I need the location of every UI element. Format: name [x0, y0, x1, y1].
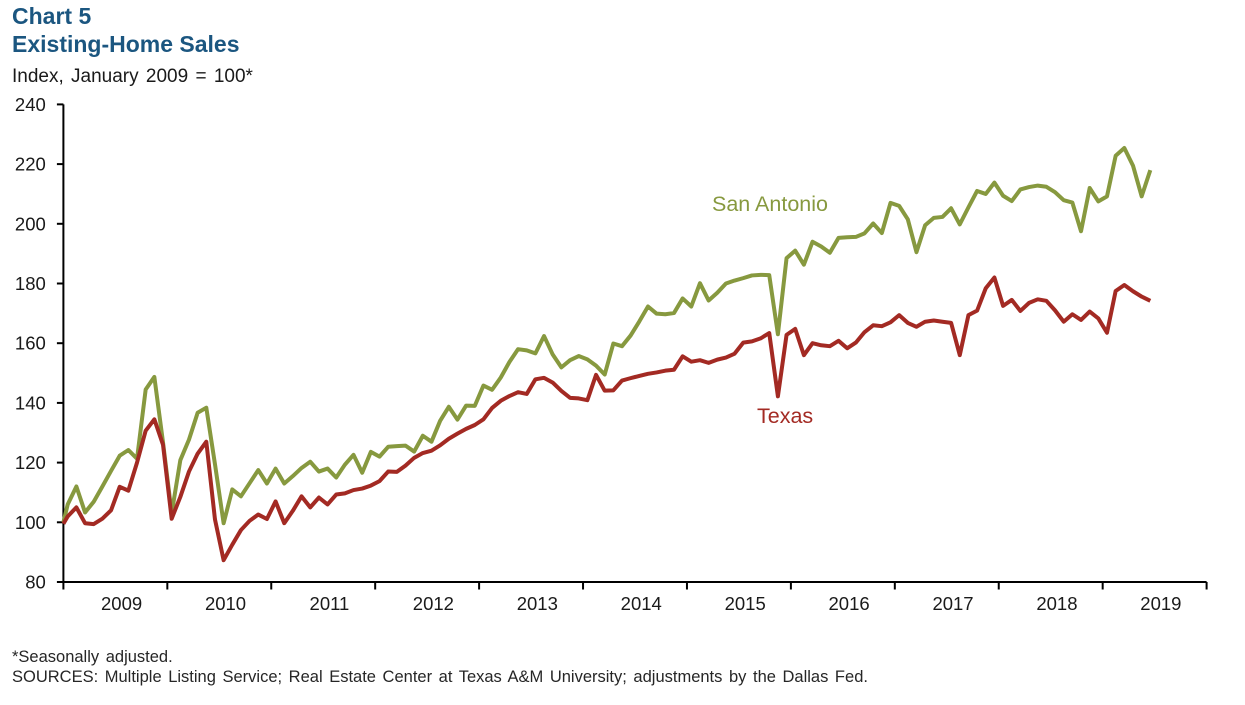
x-tick-label: 2015: [725, 593, 766, 614]
y-tick-label: 160: [15, 333, 46, 354]
x-tick-label: 2009: [101, 593, 142, 614]
series-line-san-antonio: [61, 145, 1153, 526]
x-tick-label: 2018: [1036, 593, 1077, 614]
chart-number-label: Chart 5: [12, 3, 92, 29]
series-label-san-antonio: San Antonio: [712, 192, 828, 216]
footnote-sources: SOURCES: Multiple Listing Service; Real …: [12, 668, 868, 686]
series-label-texas: Texas: [757, 404, 813, 428]
y-tick-label: 140: [15, 392, 46, 413]
footnote-seasonally-adjusted: *Seasonally adjusted.: [12, 648, 173, 666]
y-tick-label: 120: [15, 452, 46, 473]
x-tick-label: 2016: [829, 593, 870, 614]
axis-unit-label: Index, January 2009 = 100*: [12, 66, 253, 87]
y-tick-label: 180: [15, 273, 46, 294]
y-tick-label: 220: [15, 154, 46, 175]
x-tick-label: 2019: [1140, 593, 1181, 614]
x-tick-label: 2010: [205, 593, 246, 614]
y-tick-label: 100: [15, 512, 46, 533]
chart-title: Existing-Home Sales: [12, 31, 240, 57]
x-tick-label: 2013: [517, 593, 558, 614]
x-tick-label: 2012: [413, 593, 454, 614]
x-tick-label: 2011: [310, 593, 350, 614]
y-tick-label: 240: [15, 94, 46, 115]
x-tick-label: 2017: [932, 593, 973, 614]
y-tick-label: 80: [25, 572, 46, 593]
x-tick-label: 2014: [621, 593, 662, 614]
y-tick-label: 200: [15, 213, 46, 234]
series-line-texas: [61, 275, 1152, 563]
